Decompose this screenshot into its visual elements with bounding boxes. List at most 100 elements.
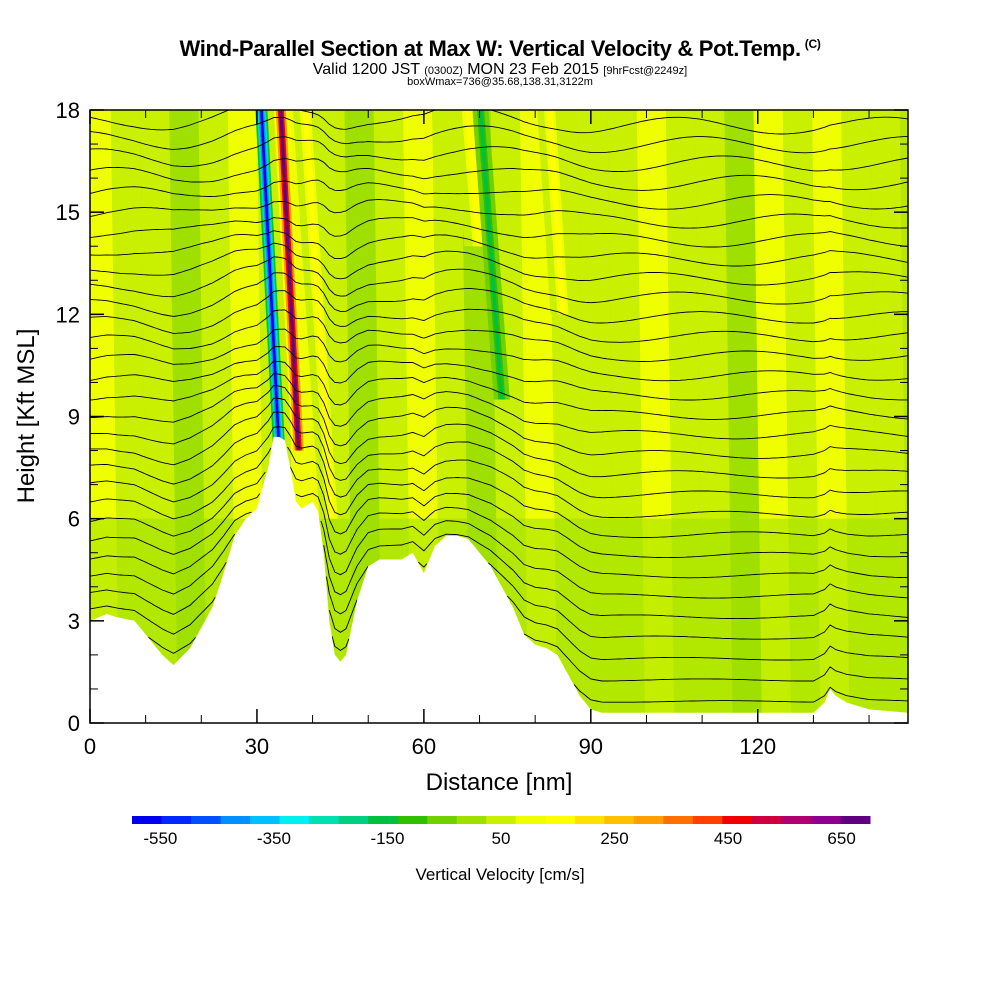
x-tick-label: 90 <box>579 734 603 759</box>
valid-utc: (0300Z) <box>424 65 463 77</box>
theta-contour <box>90 272 908 324</box>
chart-title: Wind-Parallel Section at Max W: Vertical… <box>0 36 1000 62</box>
theta-contour <box>148 633 908 682</box>
downdraft-plume <box>260 110 281 451</box>
x-tick-labels: 0 30 60 90 120 <box>84 734 776 759</box>
theta-contour <box>90 360 908 420</box>
colorbar-swatch <box>574 816 605 824</box>
downdraft-plume <box>478 110 504 400</box>
colorbar-swatch <box>456 816 487 824</box>
colorbar-swatch <box>840 816 871 824</box>
theta-contour <box>90 256 908 305</box>
colorbar-swatch <box>427 816 458 824</box>
y-tick-label: 12 <box>56 302 80 327</box>
theta-contour <box>90 466 908 559</box>
colorbar-swatch <box>722 816 753 824</box>
colorbar-swatch <box>545 816 576 824</box>
y-tick-labels: 0 3 6 9 12 15 18 <box>56 98 80 736</box>
colorbar-swatch <box>250 816 281 824</box>
theta-contour <box>90 328 908 382</box>
colorbar-swatch <box>692 816 723 824</box>
theta-contour <box>90 217 908 248</box>
valid-main: Valid 1200 JST <box>312 61 420 78</box>
colorbar-labels: -550 -350 -150 50 250 450 650 <box>143 829 855 848</box>
colorbar-label: -550 <box>143 829 177 848</box>
y-tick-label: 3 <box>68 609 80 634</box>
valid-date: MON 23 Feb 2015 <box>467 61 599 78</box>
plot-area <box>89 109 909 724</box>
theta-contour <box>90 309 908 362</box>
y-tick-label: 15 <box>56 200 80 225</box>
draft-plumes <box>255 110 576 519</box>
theta-contour <box>90 411 908 499</box>
terrain <box>90 436 908 723</box>
theta-contour <box>90 346 908 401</box>
colorbar-swatch <box>191 816 222 824</box>
colorbar-swatch <box>486 816 517 824</box>
x-tick-label: 120 <box>739 734 776 759</box>
x-tick-label: 0 <box>84 734 96 759</box>
theta-contour <box>90 136 908 173</box>
x-tick-label: 60 <box>412 734 436 759</box>
colorbar-swatch <box>309 816 340 824</box>
colorbar-swatch <box>781 816 812 824</box>
colorbar-swatch <box>810 816 841 824</box>
theta-contour <box>90 446 908 538</box>
theta-contour <box>90 290 908 343</box>
colorbar-swatch <box>397 816 428 824</box>
y-tick-label: 6 <box>68 507 80 532</box>
theta-contour <box>90 397 908 479</box>
colorbar-swatch <box>604 816 635 824</box>
colorbar-label: 50 <box>492 829 511 848</box>
y-tick-label: 9 <box>68 405 80 430</box>
theta-contour <box>90 385 908 459</box>
colorbar-swatch <box>515 816 546 824</box>
theta-contour <box>90 157 908 191</box>
colorbar-swatch <box>220 816 251 824</box>
updraft-plume <box>465 110 483 247</box>
chart-title-tag: (C) <box>804 36 821 51</box>
theta-contour <box>90 373 908 440</box>
colorbar-label: -350 <box>257 829 291 848</box>
x-tick-label: 30 <box>245 734 269 759</box>
y-tick-label: 0 <box>68 711 80 736</box>
colorbar-title: Vertical Velocity [cm/s] <box>415 865 584 884</box>
forecast-info: [9hrFcst@2249z] <box>603 65 688 77</box>
colorbar-swatch <box>751 816 782 824</box>
theta-contour <box>90 595 908 661</box>
colorbar-swatch <box>633 816 664 824</box>
colorbar-label: 650 <box>827 829 855 848</box>
theta-contour <box>90 110 908 135</box>
theta-contour <box>90 230 908 267</box>
theta-contour <box>90 492 908 579</box>
theta-contour <box>90 426 908 519</box>
colorbar-swatch <box>132 816 163 824</box>
updraft-plume <box>302 110 335 519</box>
colorbar <box>132 816 871 824</box>
chart-title-text: Wind-Parallel Section at Max W: Vertical… <box>179 36 801 61</box>
theta-contour <box>573 684 908 703</box>
colorbar-label: -150 <box>370 829 404 848</box>
colorbar-swatch <box>161 816 192 824</box>
theta-contour <box>90 242 908 286</box>
box-info: boxWmax=736@35.68,138.31,3122m <box>407 76 593 88</box>
colorbar-swatch <box>279 816 310 824</box>
colorbar-swatch <box>338 816 369 824</box>
colorbar-swatch <box>663 816 694 824</box>
theta-contour <box>90 533 908 620</box>
updraft-plume <box>546 110 566 315</box>
theta-contour <box>90 116 908 154</box>
colorbar-label: 450 <box>714 829 742 848</box>
x-axis-label: Distance [nm] <box>426 769 573 796</box>
theta-contour <box>90 199 908 229</box>
terrain-mask <box>90 436 908 723</box>
theta-contour <box>90 179 908 210</box>
theta-contour <box>90 511 908 599</box>
axis-ticks <box>89 109 908 724</box>
theta-contour <box>90 561 908 640</box>
y-axis-label: Height [Kft MSL] <box>13 329 40 504</box>
colorbar-swatch <box>368 816 399 824</box>
chart-subtitle: Valid 1200 JST (0300Z) MON 23 Feb 2015 [… <box>0 61 1000 79</box>
theta-contours <box>90 110 908 703</box>
